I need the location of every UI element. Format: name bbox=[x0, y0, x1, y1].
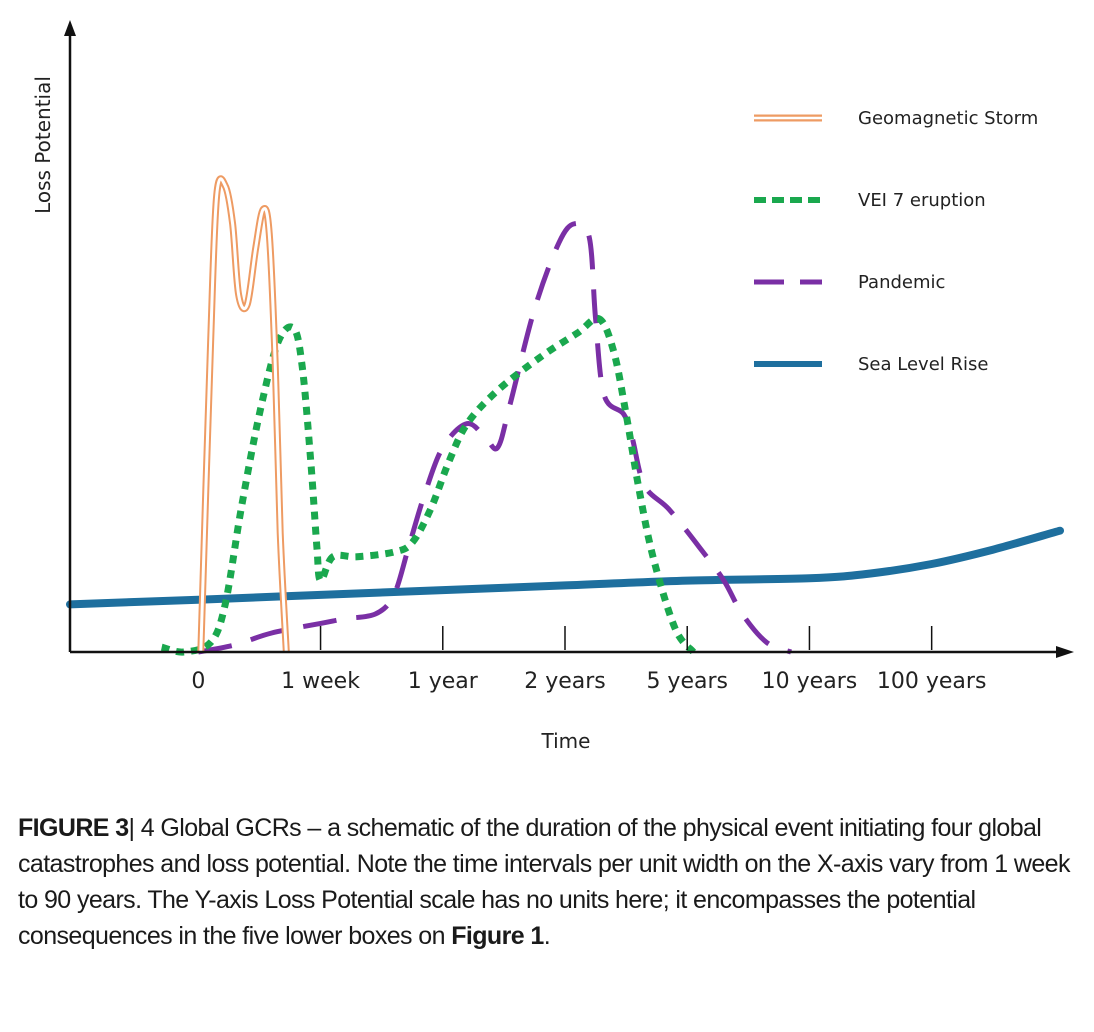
legend-label: VEI 7 eruption bbox=[858, 190, 986, 211]
x-tick-label: 1 week bbox=[281, 669, 360, 694]
figure-caption: FIGURE 3| 4 Global GCRs – a schematic of… bbox=[18, 810, 1078, 954]
x-tick-label: 100 years bbox=[877, 669, 987, 694]
series-pandemic bbox=[197, 220, 793, 655]
x-tick-label: 2 years bbox=[524, 669, 606, 694]
series-sea-level-rise bbox=[66, 526, 1064, 609]
legend-label: Pandemic bbox=[858, 272, 945, 293]
caption-text: 4 Global GCRs – a schematic of the durat… bbox=[18, 814, 1070, 950]
y-axis-arrow-icon bbox=[64, 20, 76, 36]
axes bbox=[64, 20, 1074, 658]
figure-separator: | bbox=[128, 814, 135, 842]
legend-item-geomagnetic-storm: Geomagnetic Storm bbox=[754, 108, 1038, 129]
x-ticks: 0 1 week 1 year 2 years 5 years 10 years 100 y… bbox=[191, 626, 986, 694]
series-geomagnetic-storm bbox=[197, 175, 290, 653]
figure-label: FIGURE 3 bbox=[18, 814, 129, 842]
legend: Geomagnetic Storm VEI 7 eruption Pandemic S… bbox=[754, 108, 1038, 375]
legend-item-pandemic: Pandemic bbox=[754, 272, 945, 293]
y-axis-title: Loss Potential bbox=[31, 76, 55, 214]
x-tick-label: 10 years bbox=[762, 669, 858, 694]
x-tick-label: 1 year bbox=[408, 669, 479, 694]
x-axis-title: Time bbox=[541, 729, 591, 753]
series-vei-7-eruption bbox=[160, 314, 697, 656]
legend-item-vei-7-eruption: VEI 7 eruption bbox=[754, 190, 986, 211]
series-layer bbox=[66, 175, 1064, 656]
x-tick-label: 5 years bbox=[646, 669, 728, 694]
legend-label: Geomagnetic Storm bbox=[858, 108, 1038, 129]
caption-end: . bbox=[543, 922, 551, 950]
legend-item-sea-level-rise: Sea Level Rise bbox=[754, 354, 988, 375]
x-tick-label: 0 bbox=[191, 669, 205, 694]
chart: 0 1 week 1 year 2 years 5 years 10 years 100 y… bbox=[31, 20, 1074, 753]
series-geomagnetic-storm-inner bbox=[199, 177, 288, 653]
figure-reference: Figure 1 bbox=[451, 922, 544, 950]
legend-label: Sea Level Rise bbox=[858, 354, 988, 375]
x-axis-arrow-icon bbox=[1056, 646, 1074, 658]
